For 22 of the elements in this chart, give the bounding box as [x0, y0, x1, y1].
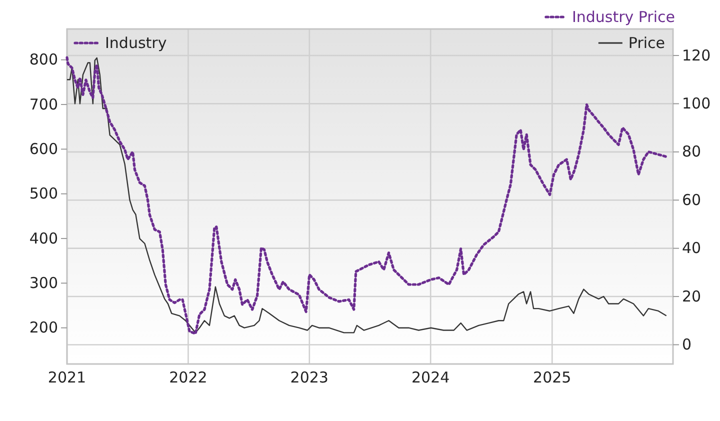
y2-tick-label: 40	[682, 239, 702, 258]
y-tick-label: 300	[29, 274, 58, 292]
x-tick-label: 2022	[169, 368, 208, 387]
y2-tick-label: 80	[682, 142, 702, 161]
x-tick-label: 2023	[290, 368, 328, 387]
x-tick-label: 2024	[412, 368, 450, 387]
legend-label: Price	[628, 34, 665, 52]
x-tick-label: 2021	[48, 368, 86, 387]
y-tick-label: 500	[29, 184, 58, 203]
legend-title: Industry Price	[572, 8, 675, 26]
legend-label: Industry	[105, 34, 167, 52]
y-tick-label: 600	[29, 140, 58, 158]
y-tick-label: 700	[29, 95, 58, 114]
y2-tick-label: 60	[682, 190, 702, 209]
y2-tick-label: 120	[682, 46, 711, 64]
y-tick-label: 400	[29, 229, 58, 248]
y-tick-label: 800	[29, 50, 58, 69]
y2-tick-label: 20	[682, 287, 702, 306]
y2-tick-label: 100	[682, 94, 711, 113]
y2-tick-label: 0	[682, 336, 692, 354]
y-tick-label: 200	[29, 318, 58, 337]
x-tick-label: 2025	[533, 368, 572, 387]
